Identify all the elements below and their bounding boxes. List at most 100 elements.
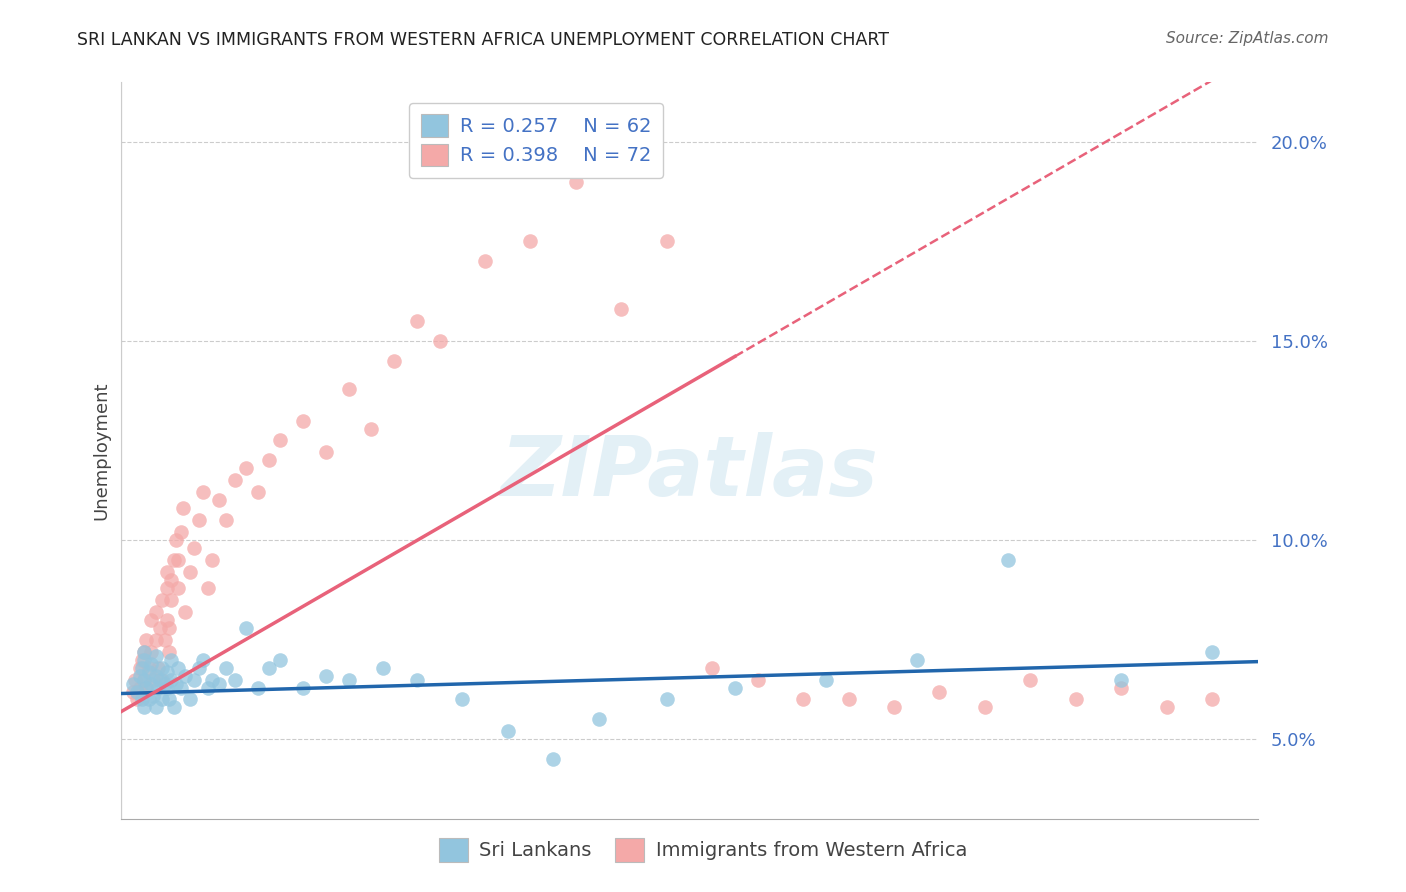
Point [160, 573, 183, 587]
Point [905, 653, 928, 667]
Point [838, 692, 860, 706]
Point [157, 692, 180, 706]
Point [405, 314, 427, 328]
Point [128, 668, 150, 682]
Point [405, 673, 427, 687]
Point [315, 445, 337, 459]
Point [246, 681, 269, 695]
Point [928, 684, 950, 698]
Point [655, 692, 678, 706]
Point [174, 605, 197, 619]
Point [150, 660, 173, 674]
Point [156, 581, 179, 595]
Point [496, 724, 519, 739]
Point [169, 525, 191, 540]
Point [724, 681, 747, 695]
Point [360, 421, 382, 435]
Point [135, 681, 157, 695]
Point [138, 660, 160, 674]
Point [145, 648, 167, 663]
Point [142, 673, 165, 687]
Point [215, 513, 238, 527]
Point [883, 700, 905, 714]
Point [128, 660, 150, 674]
Point [167, 553, 190, 567]
Point [257, 660, 280, 674]
Point [146, 681, 169, 695]
Point [187, 660, 209, 674]
Point [169, 681, 191, 695]
Point [1019, 673, 1042, 687]
Point [655, 234, 678, 248]
Point [1109, 673, 1132, 687]
Point [269, 653, 291, 667]
Point [201, 553, 224, 567]
Point [315, 668, 337, 682]
Point [149, 621, 172, 635]
Point [139, 613, 162, 627]
Point [792, 692, 814, 706]
Point [134, 645, 156, 659]
Point [197, 681, 219, 695]
Point [179, 565, 201, 579]
Point [165, 676, 187, 690]
Point [382, 353, 405, 368]
Point [150, 593, 173, 607]
Point [179, 692, 201, 706]
Point [371, 660, 394, 674]
Point [1064, 692, 1087, 706]
Point [142, 689, 165, 703]
Point [131, 692, 153, 706]
Point [153, 632, 176, 647]
Y-axis label: Unemployment: Unemployment [93, 381, 110, 520]
Point [165, 533, 187, 548]
Point [145, 605, 167, 619]
Point [193, 653, 215, 667]
Point [150, 673, 173, 687]
Point [135, 632, 157, 647]
Point [131, 660, 153, 674]
Point [149, 673, 172, 687]
Point [160, 593, 183, 607]
Point [747, 673, 769, 687]
Point [541, 752, 564, 766]
Point [160, 673, 183, 687]
Point [610, 301, 633, 316]
Point [193, 485, 215, 500]
Point [160, 653, 183, 667]
Point [134, 673, 156, 687]
Point [138, 665, 160, 679]
Point [269, 434, 291, 448]
Point [134, 645, 156, 659]
Point [139, 645, 162, 659]
Point [215, 660, 238, 674]
Point [1109, 681, 1132, 695]
Point [702, 660, 724, 674]
Point [167, 581, 190, 595]
Point [451, 692, 474, 706]
Point [172, 501, 194, 516]
Point [134, 700, 156, 714]
Point [156, 681, 179, 695]
Point [1156, 700, 1178, 714]
Point [135, 681, 157, 695]
Point [134, 653, 156, 667]
Point [429, 334, 451, 348]
Point [146, 660, 169, 674]
Point [145, 700, 167, 714]
Point [138, 692, 160, 706]
Point [337, 382, 360, 396]
Point [565, 174, 588, 188]
Point [139, 657, 162, 671]
Point [474, 254, 496, 268]
Point [174, 668, 197, 682]
Point [145, 632, 167, 647]
Point [150, 692, 173, 706]
Point [292, 681, 315, 695]
Point [153, 676, 176, 690]
Point [163, 700, 186, 714]
Point [292, 413, 315, 427]
Point [145, 668, 167, 682]
Point [588, 713, 610, 727]
Point [235, 621, 257, 635]
